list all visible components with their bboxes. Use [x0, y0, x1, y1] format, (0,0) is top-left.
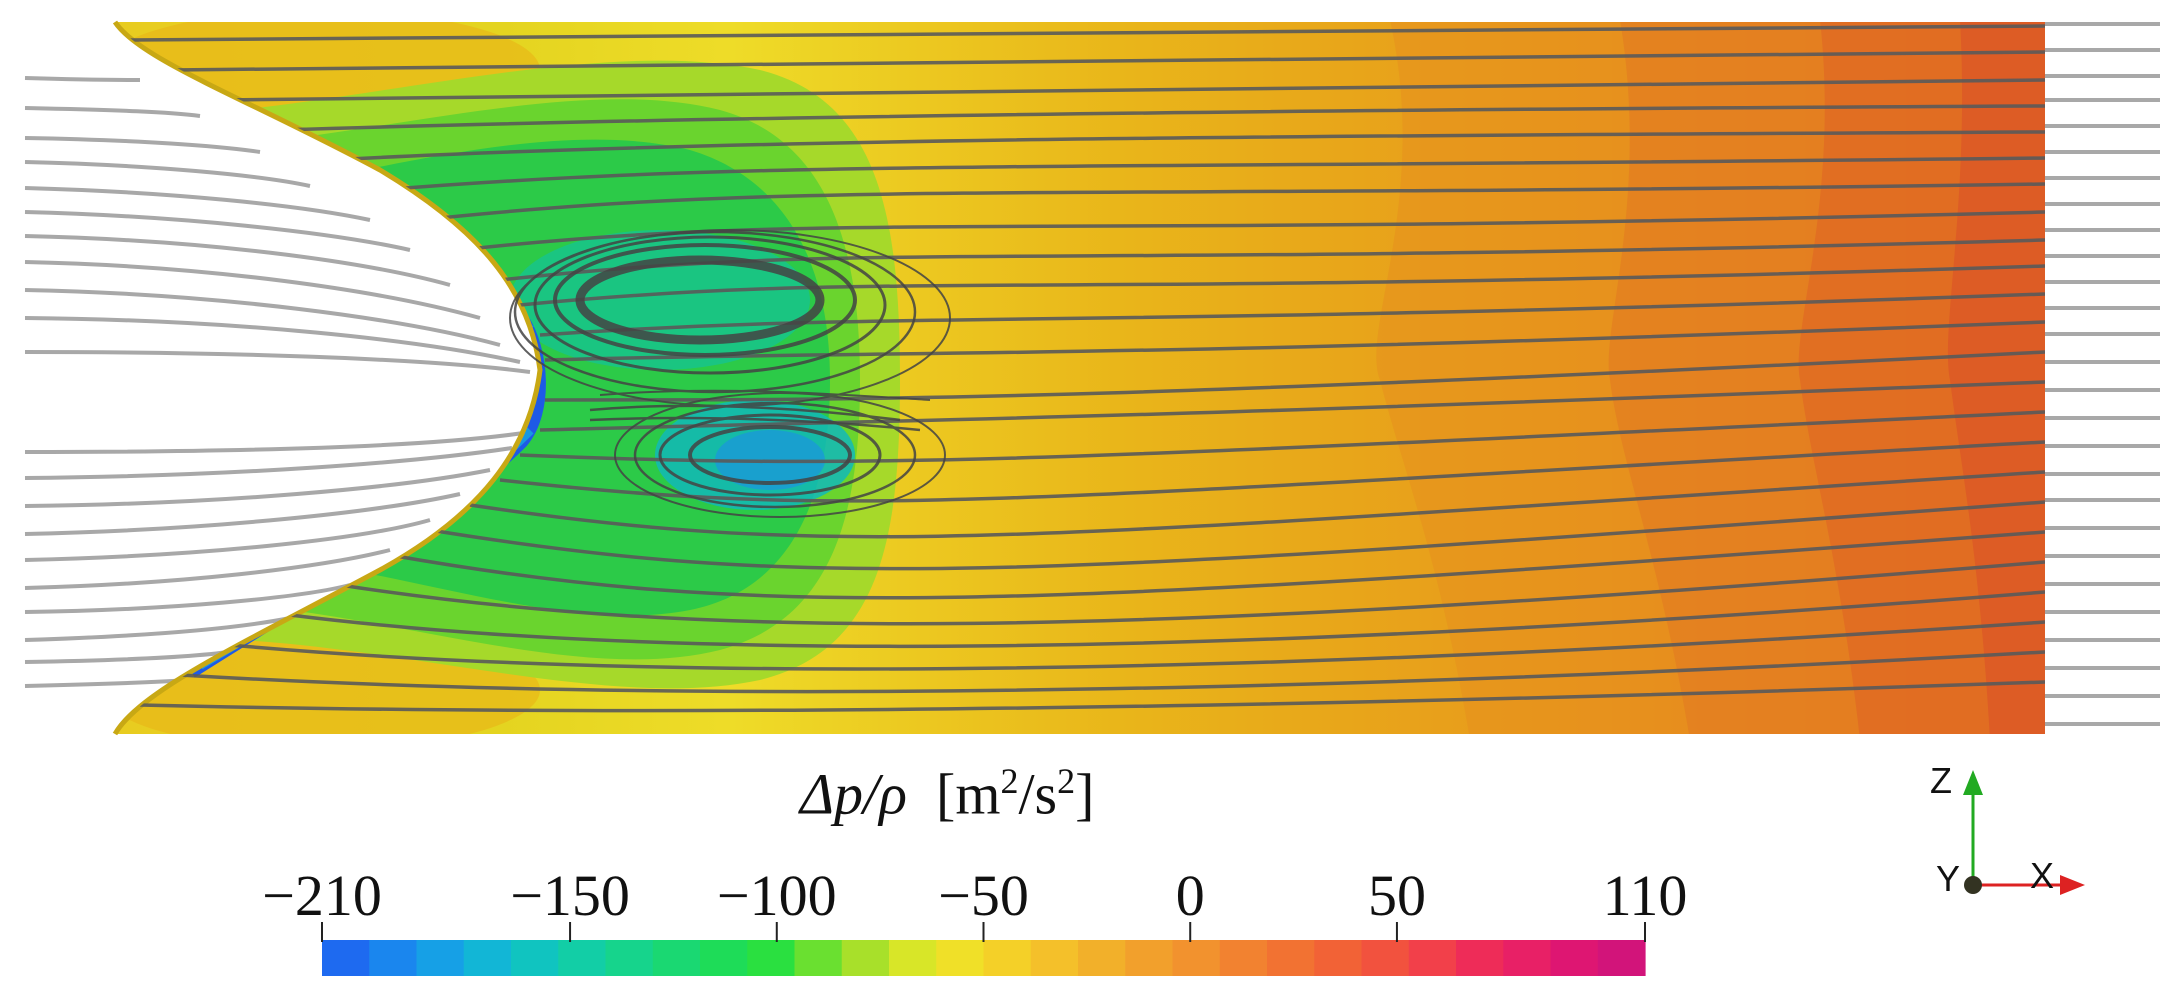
colorbar-swatch — [841, 940, 890, 976]
x-axis-label: X — [2030, 855, 2055, 896]
colorbar-swatch — [1267, 940, 1315, 976]
colorbar-title-exp-1: 2 — [1000, 761, 1019, 801]
colorbar-swatch — [1597, 940, 1646, 976]
z-axis-label: Z — [1930, 760, 1952, 801]
outflow-streamlines — [2045, 22, 2160, 726]
colorbar-swatch — [511, 940, 559, 976]
y-axis-label: Y — [1936, 858, 1961, 899]
x-axis-arrow — [2060, 875, 2085, 895]
colorbar-swatch — [1361, 940, 1410, 976]
domain-streamlines — [129, 24, 2045, 713]
colorbar — [321, 922, 1646, 976]
colorbar-swatch — [1078, 940, 1126, 976]
colorbar-swatch — [983, 940, 1032, 976]
colorbar-swatch — [747, 940, 796, 976]
colorbar-title-unit-suffix: ] — [1075, 761, 1095, 827]
colorbar-tick-label: −100 — [716, 863, 837, 928]
colorbar-tick-label: −150 — [510, 863, 630, 928]
colorbar-swatch — [1550, 940, 1599, 976]
colorbar-swatch — [936, 940, 985, 976]
y-axis-dot — [1964, 876, 1982, 894]
colorbar-swatch — [1314, 940, 1363, 976]
colorbar-tick-label: 110 — [1602, 863, 1688, 928]
colorbar-swatch — [322, 940, 370, 976]
colorbar-title-symbol: Δp/ρ — [800, 761, 907, 827]
colorbar-tick-label: 0 — [1175, 863, 1205, 928]
colorbar-swatch — [416, 940, 465, 976]
colorbar-swatch — [652, 940, 701, 976]
colorbar-title-unit-prefix: [m — [936, 761, 1001, 827]
colorbar-swatch — [1456, 940, 1504, 976]
colorbar-title: Δp/ρ [m2/s2] — [800, 760, 1094, 827]
colorbar-tick-label: −210 — [262, 863, 382, 928]
colorbar-swatch — [700, 940, 748, 976]
colorbar-swatch — [1125, 940, 1174, 976]
colorbar-title-exp-2: 2 — [1057, 761, 1076, 801]
colorbar-swatch — [1172, 940, 1221, 976]
colorbar-swatch — [1219, 940, 1268, 976]
colorbar-swatch — [558, 940, 607, 976]
inflow-streamlines — [24, 76, 531, 688]
colorbar-swatch — [1503, 940, 1552, 976]
colorbar-tick-label: −50 — [938, 863, 1029, 928]
recirculation-vortices — [509, 229, 951, 518]
colorbar-swatch — [889, 940, 937, 976]
colorbar-swatch — [605, 940, 654, 976]
colorbar-title-unit-mid: /s — [1018, 761, 1058, 827]
axes-triad — [1963, 770, 2085, 895]
colorbar-swatch — [1408, 940, 1457, 976]
colorbar-tick-label: 50 — [1367, 863, 1426, 928]
colorbar-swatch — [463, 940, 512, 976]
colorbar-swatch — [794, 940, 843, 976]
colorbar-swatch — [1030, 940, 1079, 976]
z-axis-arrow — [1963, 770, 1983, 795]
colorbar-swatch — [369, 940, 418, 976]
